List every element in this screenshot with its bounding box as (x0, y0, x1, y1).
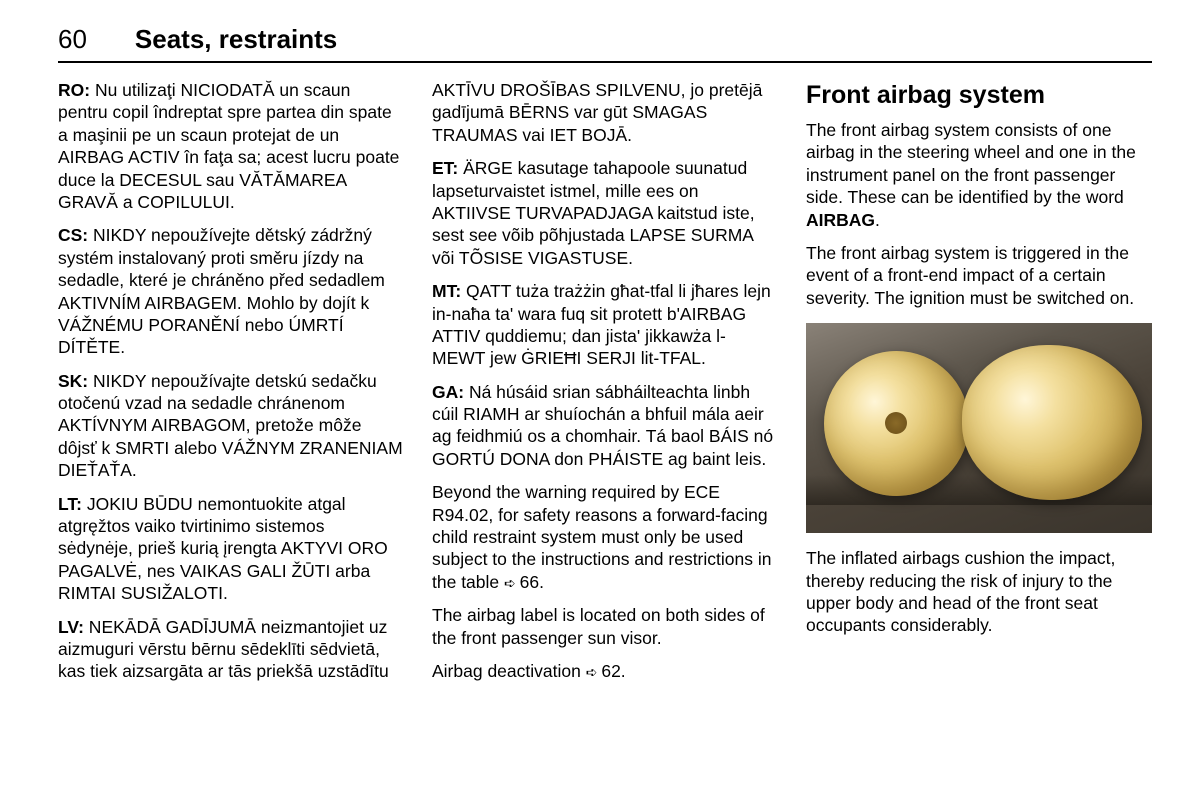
warning-ro-text: Nu utilizaţi NICIODATĂ un scaun pentru c… (58, 80, 399, 212)
driver-airbag-shape (824, 351, 969, 496)
warning-ga: GA: Ná húsáid srian sábháilteachta linbh… (432, 381, 778, 471)
warning-mt: MT: QATT tuża trażżin għat-tfal li jħare… (432, 280, 778, 370)
column-2: AKTĪVU DROŠĪBAS SPILVENU, jo pretējā gad… (432, 79, 778, 694)
p1-part-a: The front airbag system consists of one … (806, 120, 1136, 207)
content-columns: RO: Nu utilizaţi NICIODATĂ un scaun pent… (58, 79, 1152, 694)
warning-lv: LV: NEKĀDĀ GADĪJUMĀ neizmantojiet uz aiz… (58, 616, 404, 683)
passenger-airbag-shape (962, 345, 1142, 500)
lang-code-ro: RO: (58, 80, 90, 100)
warning-lv-continued: AKTĪVU DROŠĪBAS SPILVENU, jo pretējā gad… (432, 79, 778, 146)
warning-ro: RO: Nu utilizaţi NICIODATĂ un scaun pent… (58, 79, 404, 213)
warning-sk: SK: NIKDY nepoužívajte detskú sedačku ot… (58, 370, 404, 482)
warning-ga-text: Ná húsáid srian sábháilteachta linbh cúi… (432, 382, 773, 469)
beyond-warning: Beyond the warning required by ECE R94.0… (432, 481, 778, 593)
page-ref-62: 62. (586, 661, 626, 681)
beyond-warning-text: Beyond the warning required by ECE R94.0… (432, 482, 771, 592)
airbag-label-location: The airbag label is located on both side… (432, 604, 778, 649)
p1-part-c: . (875, 210, 880, 230)
warning-et-text: ÄRGE kasutage tahapoole suunatud lapsetu… (432, 158, 755, 268)
warning-sk-text: NIKDY nepoužívajte detskú sedačku otočen… (58, 371, 403, 481)
warning-mt-text: QATT tuża trażżin għat-tfal li jħares le… (432, 281, 771, 368)
warning-cs-text: NIKDY nepoužívejte dětský zádržný systém… (58, 225, 385, 357)
lang-code-sk: SK: (58, 371, 88, 391)
column-3: Front airbag system The front airbag sys… (806, 79, 1152, 694)
lang-code-et: ET: (432, 158, 458, 178)
airbag-illustration (806, 323, 1152, 533)
front-airbag-p1: The front airbag system consists of one … (806, 119, 1152, 231)
warning-lt-text: JOKIU BŪDU nemontuokite atgal atgręžtos … (58, 494, 388, 604)
lang-code-lv: LV: (58, 617, 84, 637)
warning-cs: CS: NIKDY nepoužívejte dětský zádržný sy… (58, 224, 404, 358)
airbag-deactivation: Airbag deactivation 62. (432, 660, 778, 682)
lang-code-lt: LT: (58, 494, 82, 514)
page-ref-66: 66. (504, 572, 544, 592)
front-airbag-p2: The front airbag system is triggered in … (806, 242, 1152, 309)
deactivation-text: Airbag deactivation (432, 661, 586, 681)
section-title: Seats, restraints (135, 24, 337, 55)
warning-lt: LT: JOKIU BŪDU nemontuokite atgal atgręž… (58, 493, 404, 605)
lang-code-mt: MT: (432, 281, 461, 301)
page-header: 60 Seats, restraints (58, 24, 1152, 63)
warning-et: ET: ÄRGE kasutage tahapoole suunatud lap… (432, 157, 778, 269)
front-airbag-p3: The inflated airbags cushion the impact,… (806, 547, 1152, 637)
warning-lv-text: NEKĀDĀ GADĪJUMĀ neizmantojiet uz aizmugu… (58, 617, 389, 682)
page-number: 60 (58, 24, 87, 55)
lang-code-cs: CS: (58, 225, 88, 245)
lang-code-ga: GA: (432, 382, 464, 402)
airbag-word: AIRBAG (806, 210, 875, 230)
front-airbag-heading: Front airbag system (806, 79, 1152, 111)
column-1: RO: Nu utilizaţi NICIODATĂ un scaun pent… (58, 79, 404, 694)
